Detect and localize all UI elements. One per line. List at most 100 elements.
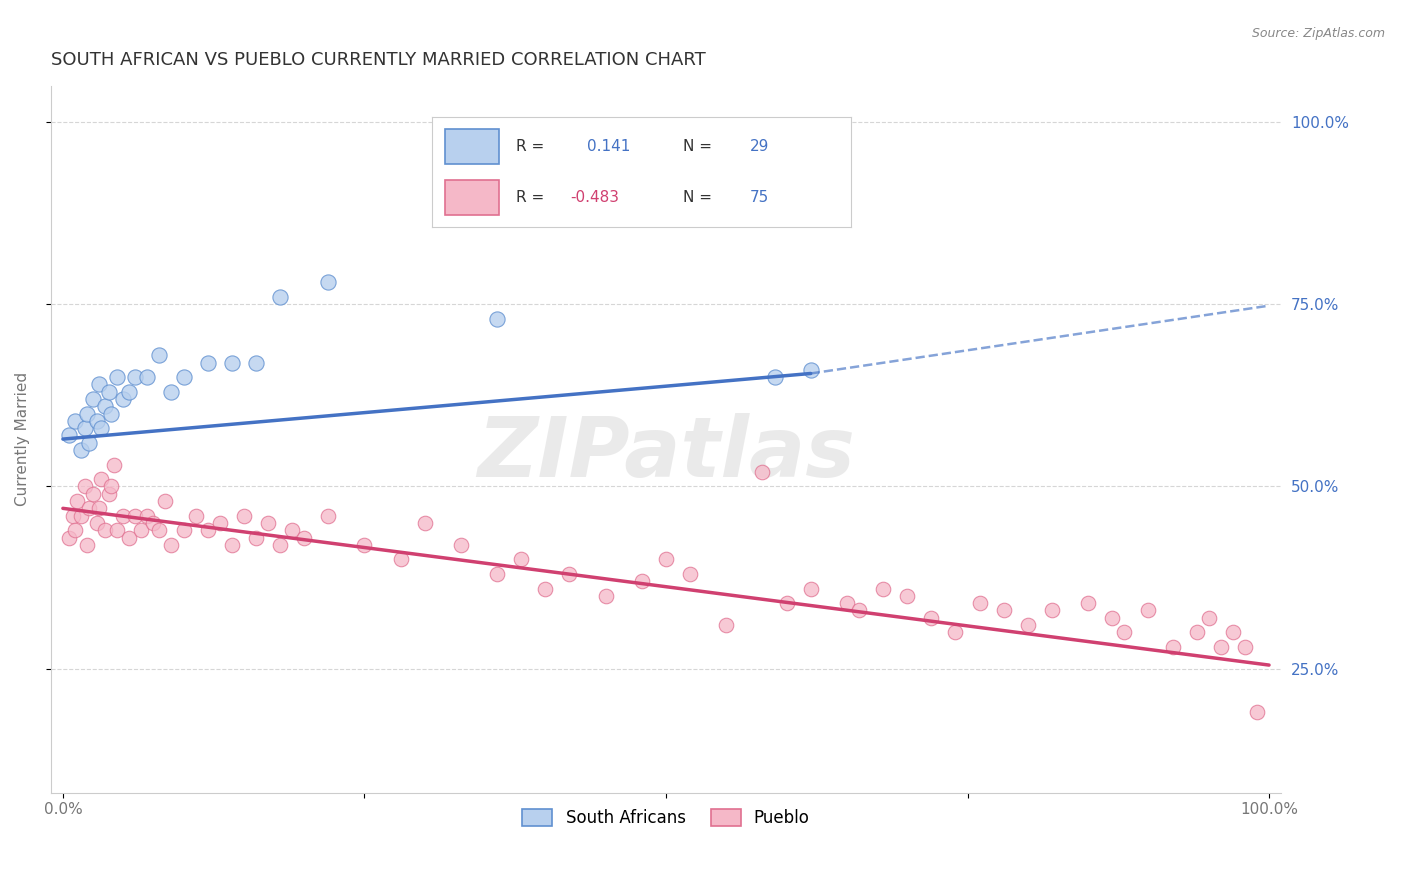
Point [510,552,533,566]
Point [232,508,254,523]
Point [100,479,122,493]
Point [100,407,122,421]
Point [269,538,291,552]
Point [486,566,509,581]
Point [316,508,339,523]
Point [534,582,557,596]
Point [751,465,773,479]
Point [316,276,339,290]
Y-axis label: Currently Married: Currently Married [15,372,30,506]
Point [353,538,375,552]
Point [118,384,141,399]
Legend: South Africans, Pueblo: South Africans, Pueblo [516,802,817,834]
Point [66,494,89,508]
Text: SOUTH AFRICAN VS PUEBLO CURRENTLY MARRIED CORRELATION CHART: SOUTH AFRICAN VS PUEBLO CURRENTLY MARRIE… [51,51,706,69]
Point [90,472,112,486]
Point [70,508,93,523]
Point [94,523,117,537]
Point [1161,640,1184,654]
Point [1222,625,1244,640]
Point [245,355,267,369]
Point [281,523,304,537]
Point [173,370,195,384]
Point [1017,618,1039,632]
Point [124,370,146,384]
Point [103,458,125,472]
Point [82,392,104,406]
Point [920,610,942,624]
Point [136,370,159,384]
Point [58,428,80,442]
Point [112,508,135,523]
Point [63,523,86,537]
Point [118,531,141,545]
Point [76,538,98,552]
Point [993,603,1015,617]
Point [86,414,108,428]
Point [413,516,436,530]
Point [631,574,654,589]
Point [1209,640,1232,654]
Text: Source: ZipAtlas.com: Source: ZipAtlas.com [1251,27,1385,40]
Point [257,516,280,530]
Point [105,370,128,384]
Point [197,523,219,537]
Point [79,435,101,450]
Point [763,370,786,384]
Point [389,552,412,566]
Point [87,501,110,516]
Point [62,508,84,523]
Point [450,538,472,552]
Point [129,523,152,537]
Point [945,625,967,640]
Point [70,443,93,458]
Point [1198,610,1220,624]
Point [208,516,231,530]
Point [197,355,219,369]
Point [848,603,870,617]
Point [245,531,267,545]
Point [1114,625,1136,640]
Point [148,348,170,362]
Point [90,421,112,435]
Point [835,596,858,610]
Text: ZIPatlas: ZIPatlas [477,413,855,494]
Point [97,487,120,501]
Point [1233,640,1256,654]
Point [896,589,918,603]
Point [800,582,823,596]
Point [221,538,243,552]
Point [969,596,991,610]
Point [269,290,291,304]
Point [155,494,177,508]
Point [558,566,581,581]
Point [73,479,96,493]
Point [1185,625,1208,640]
Point [87,377,110,392]
Point [82,487,104,501]
Point [63,414,86,428]
Point [79,501,101,516]
Point [94,399,117,413]
Point [716,618,738,632]
Point [872,582,894,596]
Point [73,421,96,435]
Point [142,516,165,530]
Point [1101,610,1123,624]
Point [148,523,170,537]
Point [160,384,183,399]
Point [595,589,617,603]
Point [124,508,146,523]
Point [221,355,243,369]
Point [105,523,128,537]
Point [1077,596,1099,610]
Point [679,566,702,581]
Point [184,508,207,523]
Point [58,531,80,545]
Point [1246,706,1268,720]
Point [86,516,108,530]
Point [112,392,135,406]
Point [136,508,159,523]
Point [292,531,315,545]
Point [800,363,823,377]
